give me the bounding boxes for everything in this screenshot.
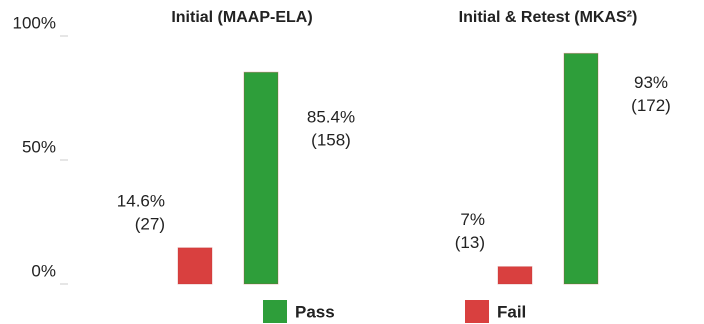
- panel-title: Initial & Retest (MKAS²): [459, 9, 638, 26]
- count-label: (172): [631, 96, 671, 115]
- value-label: 93%: [634, 73, 668, 92]
- value-label: 85.4%: [307, 108, 355, 127]
- count-label: (158): [311, 131, 351, 150]
- legend-swatch: [465, 300, 489, 323]
- value-label: 14.6%: [117, 191, 165, 210]
- legend-label: Pass: [295, 302, 335, 321]
- y-tick-label: 100%: [13, 13, 56, 32]
- count-label: (27): [135, 214, 165, 233]
- value-label: 7%: [460, 210, 485, 229]
- bar: [497, 266, 533, 285]
- y-tick-label: 50%: [22, 137, 56, 156]
- bar: [563, 52, 599, 285]
- y-tick-label: 0%: [31, 261, 56, 280]
- legend-label: Fail: [497, 302, 526, 321]
- bar: [243, 71, 279, 285]
- panel-title: Initial (MAAP-ELA): [171, 9, 312, 26]
- bar: [177, 247, 213, 285]
- legend-swatch: [263, 300, 287, 323]
- count-label: (13): [455, 233, 485, 252]
